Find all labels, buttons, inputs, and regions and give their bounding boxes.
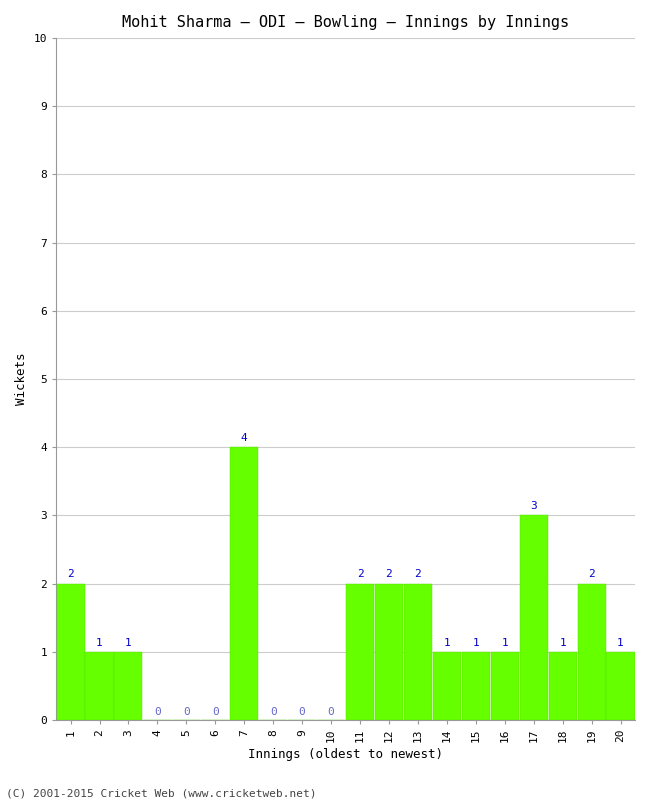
Bar bbox=[375, 583, 403, 720]
Text: 2: 2 bbox=[385, 570, 393, 579]
Bar bbox=[404, 583, 432, 720]
Y-axis label: Wickets: Wickets bbox=[15, 353, 28, 406]
Bar bbox=[606, 652, 634, 720]
X-axis label: Innings (oldest to newest): Innings (oldest to newest) bbox=[248, 748, 443, 761]
Text: 1: 1 bbox=[473, 638, 479, 648]
Text: 3: 3 bbox=[530, 502, 537, 511]
Bar bbox=[462, 652, 490, 720]
Bar bbox=[549, 652, 577, 720]
Bar bbox=[346, 583, 374, 720]
Title: Mohit Sharma – ODI – Bowling – Innings by Innings: Mohit Sharma – ODI – Bowling – Innings b… bbox=[122, 15, 569, 30]
Bar bbox=[230, 447, 258, 720]
Text: (C) 2001-2015 Cricket Web (www.cricketweb.net): (C) 2001-2015 Cricket Web (www.cricketwe… bbox=[6, 788, 317, 798]
Bar bbox=[57, 583, 84, 720]
Text: 1: 1 bbox=[443, 638, 450, 648]
Bar bbox=[433, 652, 461, 720]
Text: 2: 2 bbox=[588, 570, 595, 579]
Text: 1: 1 bbox=[559, 638, 566, 648]
Text: 4: 4 bbox=[241, 433, 248, 443]
Text: 0: 0 bbox=[270, 707, 276, 717]
Bar bbox=[85, 652, 114, 720]
Text: 0: 0 bbox=[154, 707, 161, 717]
Text: 1: 1 bbox=[501, 638, 508, 648]
Text: 2: 2 bbox=[67, 570, 74, 579]
Text: 2: 2 bbox=[357, 570, 363, 579]
Text: 0: 0 bbox=[328, 707, 335, 717]
Text: 2: 2 bbox=[415, 570, 421, 579]
Bar bbox=[578, 583, 606, 720]
Bar bbox=[114, 652, 142, 720]
Text: 1: 1 bbox=[125, 638, 132, 648]
Text: 1: 1 bbox=[96, 638, 103, 648]
Bar bbox=[491, 652, 519, 720]
Text: 0: 0 bbox=[212, 707, 218, 717]
Text: 0: 0 bbox=[299, 707, 305, 717]
Bar bbox=[519, 515, 548, 720]
Text: 1: 1 bbox=[617, 638, 624, 648]
Text: 0: 0 bbox=[183, 707, 190, 717]
